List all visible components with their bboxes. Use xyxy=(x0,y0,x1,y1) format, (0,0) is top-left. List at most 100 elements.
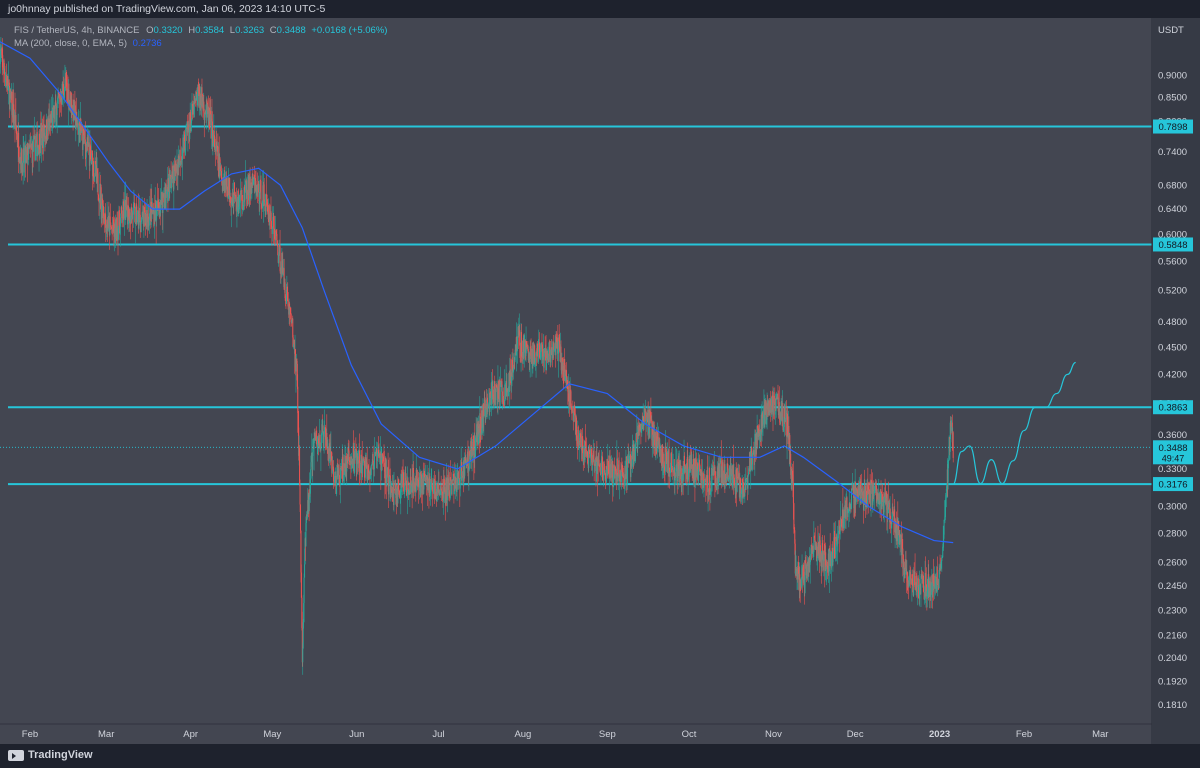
candlestick[interactable] xyxy=(331,469,333,475)
candlestick[interactable] xyxy=(890,523,892,544)
candlestick[interactable] xyxy=(534,343,536,365)
candlestick[interactable] xyxy=(230,198,232,228)
candlestick[interactable] xyxy=(275,229,277,241)
candlestick[interactable] xyxy=(93,173,95,188)
candlestick[interactable] xyxy=(144,202,146,226)
candlestick[interactable] xyxy=(901,533,903,550)
candlestick[interactable] xyxy=(785,401,787,423)
candlestick[interactable] xyxy=(111,225,113,241)
candlestick[interactable] xyxy=(766,392,768,430)
ema-legend[interactable]: MA (200, close, 0, EMA, 5) 0.2736 xyxy=(14,38,162,49)
candlestick[interactable] xyxy=(55,94,57,107)
candlestick[interactable] xyxy=(252,166,254,188)
candlestick[interactable] xyxy=(621,461,623,477)
candlestick[interactable] xyxy=(376,452,378,470)
candlestick[interactable] xyxy=(7,75,9,95)
candlestick[interactable] xyxy=(623,465,625,490)
candlestick[interactable] xyxy=(703,473,705,493)
candlestick[interactable] xyxy=(553,334,555,361)
candlestick[interactable] xyxy=(386,467,388,478)
candlestick[interactable] xyxy=(354,448,356,461)
candlestick[interactable] xyxy=(373,437,375,477)
candlestick[interactable] xyxy=(701,459,703,490)
candlestick[interactable] xyxy=(481,404,483,440)
candlestick[interactable] xyxy=(178,157,180,168)
candlestick[interactable] xyxy=(650,397,652,424)
candlestick[interactable] xyxy=(923,575,925,593)
candlestick[interactable] xyxy=(324,409,326,434)
candlestick[interactable] xyxy=(482,403,484,432)
candlestick[interactable] xyxy=(825,542,827,572)
candlestick[interactable] xyxy=(461,470,463,486)
candlestick[interactable] xyxy=(624,480,626,495)
candlestick[interactable] xyxy=(823,535,825,555)
candlestick[interactable] xyxy=(943,519,945,539)
candlestick[interactable] xyxy=(821,534,823,551)
candlestick[interactable] xyxy=(417,471,419,504)
candlestick[interactable] xyxy=(930,582,932,609)
candlestick[interactable] xyxy=(266,199,268,212)
candlestick[interactable] xyxy=(25,134,27,164)
candlestick[interactable] xyxy=(342,448,344,483)
candlestick[interactable] xyxy=(664,430,666,475)
candlestick[interactable] xyxy=(690,447,692,469)
candlestick[interactable] xyxy=(324,424,326,451)
candlestick[interactable] xyxy=(450,460,452,482)
candlestick[interactable] xyxy=(903,561,905,584)
candlestick[interactable] xyxy=(96,157,98,193)
candlestick[interactable] xyxy=(813,521,815,557)
candlestick[interactable] xyxy=(524,333,526,353)
candlestick[interactable] xyxy=(128,216,130,233)
candlestick[interactable] xyxy=(330,431,332,463)
candlestick[interactable] xyxy=(885,490,887,518)
candlestick[interactable] xyxy=(678,450,680,485)
candlestick[interactable] xyxy=(87,134,89,151)
candlestick[interactable] xyxy=(58,93,60,105)
candlestick[interactable] xyxy=(687,442,689,485)
candlestick[interactable] xyxy=(327,446,329,462)
candlestick[interactable] xyxy=(305,511,307,531)
candlestick[interactable] xyxy=(450,472,452,486)
candlestick[interactable] xyxy=(157,187,159,208)
candlestick[interactable] xyxy=(55,103,57,126)
candlestick[interactable] xyxy=(261,200,263,209)
candlestick[interactable] xyxy=(438,471,440,495)
candlestick[interactable] xyxy=(240,178,242,218)
candlestick[interactable] xyxy=(321,414,323,433)
candlestick[interactable] xyxy=(229,177,231,206)
candlestick[interactable] xyxy=(236,197,238,213)
candlestick[interactable] xyxy=(753,441,755,470)
candlestick[interactable] xyxy=(333,466,335,489)
candlestick[interactable] xyxy=(119,217,121,247)
candlestick[interactable] xyxy=(940,559,942,570)
candlestick[interactable] xyxy=(725,473,727,485)
candlestick[interactable] xyxy=(500,378,502,387)
candlestick[interactable] xyxy=(516,336,518,364)
candlestick[interactable] xyxy=(3,58,5,70)
candlestick[interactable] xyxy=(588,444,590,474)
candlestick[interactable] xyxy=(339,462,341,504)
candlestick[interactable] xyxy=(889,498,891,530)
candlestick[interactable] xyxy=(654,431,656,457)
candlestick[interactable] xyxy=(310,452,312,467)
candlestick[interactable] xyxy=(8,79,10,87)
candlestick[interactable] xyxy=(159,199,161,218)
candlestick[interactable] xyxy=(184,134,186,159)
candlestick[interactable] xyxy=(799,566,801,602)
candlestick[interactable] xyxy=(920,573,922,608)
candlestick[interactable] xyxy=(752,451,754,471)
candlestick[interactable] xyxy=(541,342,543,367)
candlestick[interactable] xyxy=(945,485,947,508)
candlestick[interactable] xyxy=(503,401,505,407)
candlestick[interactable] xyxy=(263,177,265,202)
candlestick[interactable] xyxy=(166,188,168,212)
candlestick[interactable] xyxy=(358,433,360,485)
candlestick[interactable] xyxy=(874,485,876,494)
candlestick[interactable] xyxy=(4,71,6,87)
candlestick[interactable] xyxy=(398,478,400,495)
candlestick[interactable] xyxy=(267,202,269,215)
candlestick[interactable] xyxy=(483,415,485,436)
candlestick[interactable] xyxy=(110,222,112,230)
candlestick[interactable] xyxy=(722,459,724,484)
symbol-legend[interactable]: FIS / TetherUS, 4h, BINANCE O0.3320 H0.3… xyxy=(14,25,387,36)
